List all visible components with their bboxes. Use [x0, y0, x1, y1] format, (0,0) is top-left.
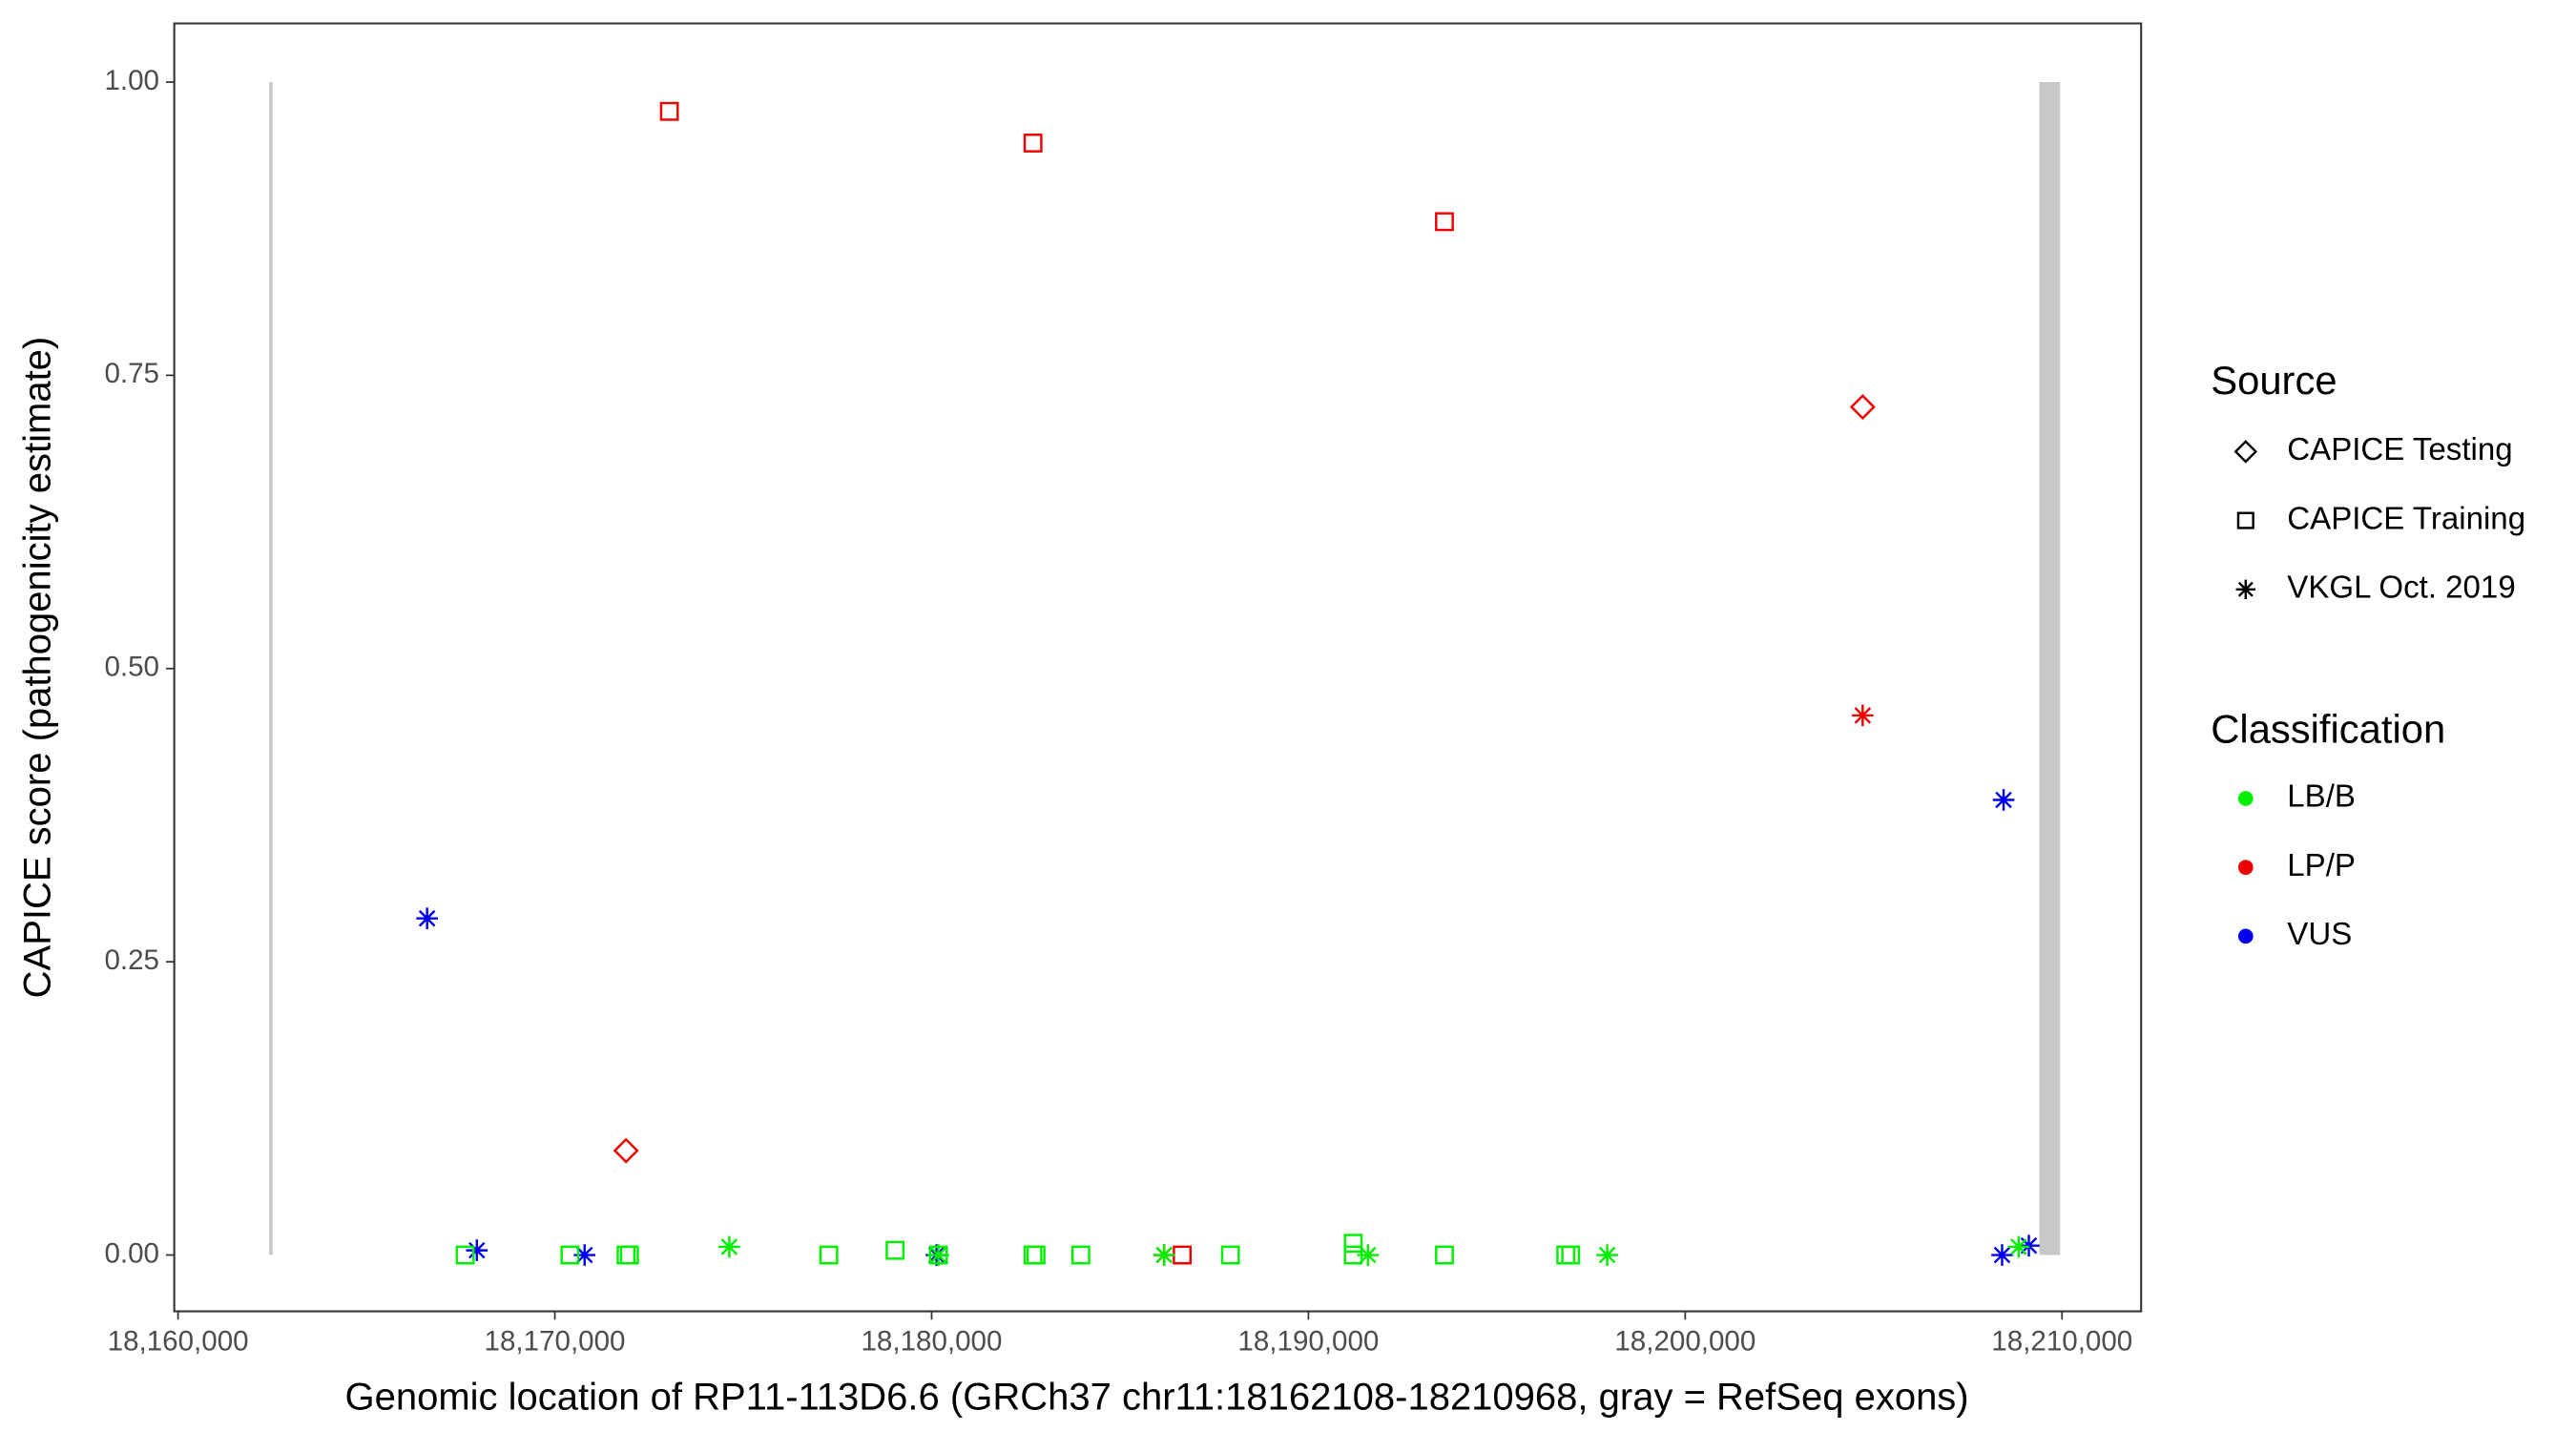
point [619, 1245, 639, 1265]
point [416, 907, 438, 929]
point [927, 1244, 949, 1266]
x-tick-label: 18,200,000 [1614, 1325, 1755, 1357]
y-tick-label: 0.00 [104, 1237, 159, 1269]
point [560, 1245, 580, 1265]
exon [269, 82, 273, 1255]
point [1153, 1244, 1175, 1266]
point [885, 1240, 905, 1260]
legend-title: Classification [2211, 706, 2445, 751]
y-tick-label: 0.25 [104, 944, 159, 976]
point [819, 1245, 839, 1265]
point [1070, 1245, 1091, 1265]
point [1849, 394, 1876, 421]
point [1991, 1244, 2013, 1266]
x-tick-label: 18,170,000 [485, 1325, 626, 1357]
legend-label: LP/P [2287, 848, 2356, 883]
legend-key [2233, 440, 2258, 464]
point [1357, 1244, 1380, 1266]
point [455, 1245, 475, 1265]
point [1596, 1244, 1618, 1266]
point [1561, 1245, 1581, 1265]
point [1852, 704, 1874, 727]
legend-label: CAPICE Training [2287, 501, 2525, 536]
legend-title: Source [2211, 358, 2337, 403]
point [659, 101, 679, 121]
point [1435, 212, 1454, 232]
legend-key [2237, 860, 2254, 876]
point [2007, 1235, 2030, 1258]
point [1435, 1245, 1454, 1265]
y-axis-label: CAPICE score (pathogenicity estimate) [16, 337, 58, 999]
legend-key [2235, 579, 2255, 599]
x-tick-label: 18,190,000 [1237, 1325, 1379, 1357]
exon [2039, 82, 2061, 1255]
x-axis-label: Genomic location of RP11-113D6.6 (GRCh37… [344, 1376, 1968, 1418]
point [466, 1239, 488, 1261]
point [1026, 1245, 1046, 1265]
y-tick-label: 0.50 [104, 652, 159, 683]
legend-key [2237, 928, 2254, 944]
legend-label: VUS [2287, 917, 2352, 952]
point [2018, 1234, 2040, 1257]
legend-label: CAPICE Testing [2287, 432, 2512, 467]
y-tick-label: 0.75 [104, 358, 159, 389]
point [613, 1137, 639, 1164]
point [1220, 1245, 1240, 1265]
plot-frame [173, 22, 2143, 1313]
point [718, 1235, 740, 1258]
legend-label: LB/B [2287, 779, 2356, 815]
point [1992, 789, 2015, 811]
x-tick-label: 18,160,000 [108, 1325, 249, 1357]
x-tick-label: 18,210,000 [1991, 1325, 2132, 1357]
legend-key [2236, 511, 2254, 529]
legend-label: VKGL Oct. 2019 [2287, 570, 2515, 606]
legend-key [2237, 791, 2254, 806]
point [573, 1244, 596, 1266]
x-tick-label: 18,180,000 [861, 1325, 1002, 1357]
point [1023, 134, 1043, 153]
point [1343, 1234, 1363, 1254]
y-tick-label: 1.00 [104, 65, 159, 96]
